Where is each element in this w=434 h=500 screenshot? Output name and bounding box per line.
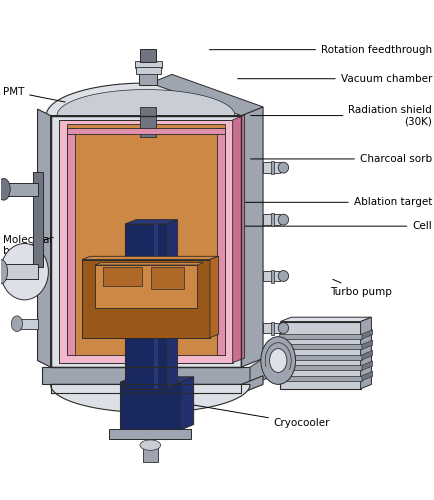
Bar xyxy=(279,355,361,360)
Bar xyxy=(271,322,273,334)
Text: Charcoal sorb: Charcoal sorb xyxy=(250,154,431,164)
Bar xyxy=(67,128,75,355)
Polygon shape xyxy=(46,83,245,116)
Bar xyxy=(59,120,232,362)
Polygon shape xyxy=(166,220,177,389)
Bar xyxy=(135,62,161,68)
Ellipse shape xyxy=(269,348,286,372)
Bar xyxy=(67,128,224,134)
Bar xyxy=(82,260,210,338)
Bar xyxy=(135,66,160,74)
Bar xyxy=(279,344,361,350)
Bar xyxy=(120,382,180,430)
Bar xyxy=(280,322,360,389)
Bar xyxy=(263,214,279,225)
Bar xyxy=(271,161,273,174)
Text: Rotation feedthrough: Rotation feedthrough xyxy=(209,44,431,54)
Text: Cryocooler: Cryocooler xyxy=(190,404,329,428)
Bar xyxy=(263,270,279,281)
Text: Cell: Cell xyxy=(211,221,431,231)
Polygon shape xyxy=(120,377,193,382)
Bar xyxy=(263,322,279,334)
Ellipse shape xyxy=(278,214,288,225)
Text: Vacuum chamber: Vacuum chamber xyxy=(237,74,431,84)
Bar xyxy=(50,116,241,367)
Ellipse shape xyxy=(278,162,288,173)
Bar xyxy=(50,116,241,367)
Text: Turbo pump: Turbo pump xyxy=(329,280,391,297)
Bar xyxy=(279,334,361,339)
Ellipse shape xyxy=(140,440,160,450)
Bar xyxy=(95,265,197,308)
Bar xyxy=(50,384,241,393)
Bar xyxy=(271,270,273,282)
Polygon shape xyxy=(57,90,234,116)
Ellipse shape xyxy=(278,322,288,334)
Polygon shape xyxy=(241,107,263,367)
Polygon shape xyxy=(361,372,372,380)
Polygon shape xyxy=(180,377,193,430)
Polygon shape xyxy=(37,109,50,367)
Bar xyxy=(279,365,361,370)
Bar xyxy=(5,264,37,280)
Text: Ablation target: Ablation target xyxy=(211,198,431,207)
Ellipse shape xyxy=(1,244,48,300)
Bar xyxy=(50,384,241,393)
Bar xyxy=(67,124,224,355)
Polygon shape xyxy=(280,317,371,322)
Polygon shape xyxy=(360,317,371,389)
Bar xyxy=(139,62,157,85)
Polygon shape xyxy=(361,361,372,370)
Ellipse shape xyxy=(0,260,8,284)
Ellipse shape xyxy=(260,336,295,384)
Text: PMT: PMT xyxy=(3,86,65,102)
Bar xyxy=(217,128,224,355)
Bar xyxy=(271,213,273,226)
Text: Molecular
beam: Molecular beam xyxy=(3,235,53,256)
Polygon shape xyxy=(361,340,372,349)
Polygon shape xyxy=(82,256,218,260)
Bar xyxy=(263,162,279,173)
Bar xyxy=(42,367,250,384)
Polygon shape xyxy=(125,220,177,224)
Bar xyxy=(154,224,158,389)
Polygon shape xyxy=(95,262,203,265)
Bar xyxy=(143,445,157,462)
Polygon shape xyxy=(210,256,218,338)
Bar xyxy=(33,172,43,268)
Bar xyxy=(7,183,37,196)
Polygon shape xyxy=(250,358,271,384)
Polygon shape xyxy=(361,350,372,360)
Text: Radiation shield
(30K): Radiation shield (30K) xyxy=(250,105,431,126)
Bar xyxy=(140,107,155,138)
Ellipse shape xyxy=(278,270,288,281)
Bar xyxy=(103,267,141,286)
Bar xyxy=(140,49,156,62)
Bar xyxy=(21,318,37,329)
Polygon shape xyxy=(232,115,244,362)
Bar xyxy=(279,376,361,380)
Polygon shape xyxy=(241,376,263,393)
Bar xyxy=(151,267,184,288)
Ellipse shape xyxy=(0,178,10,200)
Bar xyxy=(125,224,166,389)
Polygon shape xyxy=(361,330,372,339)
Polygon shape xyxy=(150,74,263,116)
Polygon shape xyxy=(50,384,250,412)
Bar xyxy=(109,429,191,438)
Ellipse shape xyxy=(11,316,23,332)
